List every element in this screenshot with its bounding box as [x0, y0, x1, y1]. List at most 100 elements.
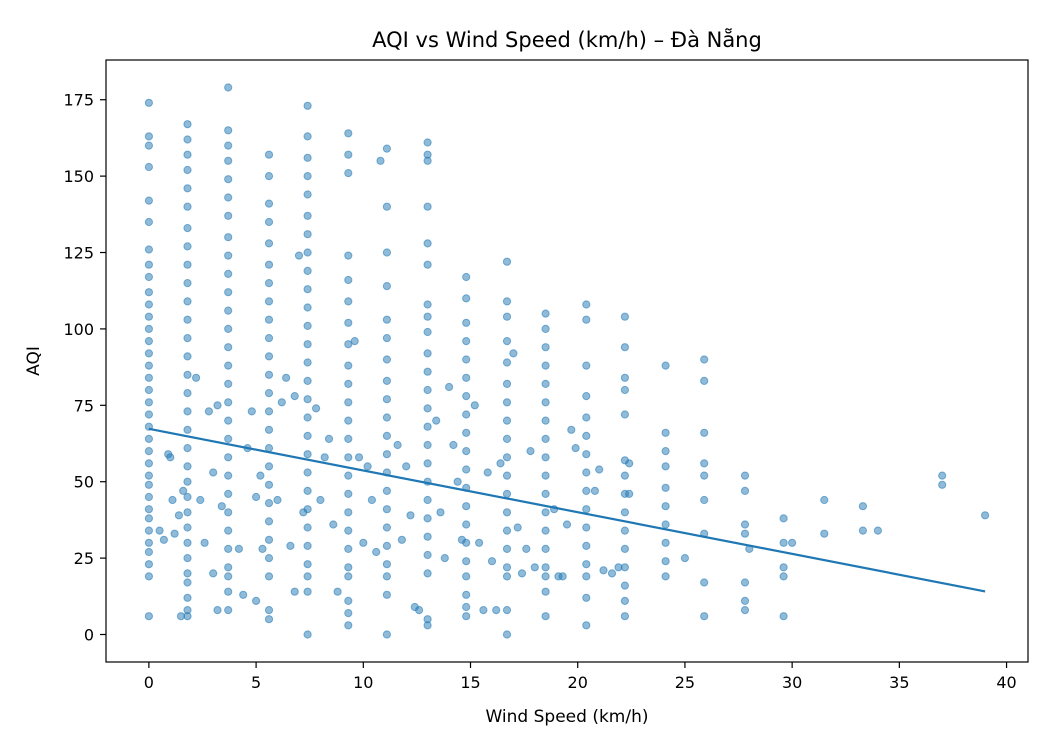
scatter-point	[273, 495, 282, 505]
scatter-point	[144, 459, 153, 468]
scatter-point	[571, 444, 580, 453]
scatter-point	[204, 407, 213, 416]
scatter-point	[530, 563, 539, 572]
scatter-point	[144, 547, 153, 557]
scatter-point	[224, 126, 233, 135]
scatter-point	[183, 569, 192, 578]
scatter-point	[344, 489, 353, 498]
scatter-point	[462, 572, 471, 581]
scatter-point	[213, 401, 222, 410]
scatter-point	[344, 150, 353, 159]
scatter-point	[344, 297, 353, 306]
scatter-point	[625, 489, 634, 498]
scatter-point	[938, 471, 947, 480]
scatter-point	[183, 554, 192, 563]
scatter-point	[858, 502, 868, 511]
scatter-point	[541, 324, 550, 333]
scatter-point	[303, 431, 312, 440]
scatter-point	[144, 410, 153, 419]
scatter-point	[144, 514, 153, 523]
scatter-point	[303, 153, 312, 162]
scatter-point	[359, 538, 368, 547]
scatter-point	[183, 297, 192, 306]
scatter-point	[303, 190, 312, 199]
scatter-point	[661, 428, 670, 437]
scatter-point	[144, 272, 153, 282]
scatter-point	[183, 260, 192, 269]
scatter-point	[423, 312, 432, 321]
scatter-point	[320, 453, 329, 462]
scatter-point	[324, 434, 334, 443]
scatter-point	[582, 300, 591, 309]
scatter-point	[183, 150, 192, 159]
scatter-point	[224, 343, 233, 352]
scatter-point	[423, 422, 432, 431]
scatter-point	[423, 260, 432, 269]
scatter-point	[541, 471, 550, 480]
scatter-point	[382, 315, 391, 324]
scatter-point	[582, 431, 591, 440]
scatter-point	[183, 492, 192, 502]
scatter-point	[382, 413, 391, 422]
scatter-point	[264, 606, 274, 615]
scatter-point	[344, 398, 353, 407]
scatter-point	[661, 502, 670, 511]
scatter-point	[183, 444, 192, 453]
scatter-point	[144, 162, 153, 172]
scatter-point	[462, 337, 471, 346]
scatter-point	[502, 257, 512, 266]
scatter-point	[183, 578, 192, 587]
scatter-point	[582, 560, 591, 569]
plot-frame	[105, 59, 1029, 663]
scatter-point	[582, 486, 591, 495]
y-axis-label: AQI	[24, 346, 44, 376]
scatter-point	[333, 587, 342, 596]
scatter-point	[541, 612, 550, 621]
scatter-point	[567, 425, 576, 434]
scatter-point	[183, 279, 192, 288]
scatter-point	[788, 538, 797, 547]
scatter-point	[582, 315, 591, 324]
scatter-point	[462, 602, 471, 612]
scatter-point	[582, 541, 591, 551]
scatter-point	[779, 572, 788, 581]
scatter-point	[382, 541, 391, 551]
scatter-point	[423, 621, 432, 630]
scatter-point	[264, 425, 274, 434]
x-tick-label: 30	[782, 673, 802, 692]
scatter-point	[700, 459, 709, 468]
y-tick-label: 0	[84, 625, 94, 644]
scatter-point	[661, 572, 670, 581]
scatter-point	[938, 480, 947, 489]
scatter-point	[582, 413, 591, 422]
scatter-point	[382, 572, 391, 581]
scatter-point	[303, 358, 312, 367]
y-tick-label: 75	[74, 396, 94, 415]
x-tick-label: 0	[144, 673, 154, 692]
scatter-point	[502, 544, 512, 554]
scatter-point	[502, 630, 512, 639]
scatter-point	[483, 468, 492, 477]
scatter-point	[303, 211, 312, 220]
scatter-point	[144, 471, 153, 480]
scatter-point	[423, 532, 432, 541]
scatter-point	[144, 612, 153, 621]
scatter-point	[423, 138, 432, 147]
scatter-point	[423, 202, 432, 211]
scatter-point	[144, 572, 153, 581]
scatter-point	[541, 379, 550, 388]
scatter-point	[144, 217, 153, 227]
scatter-point	[372, 547, 381, 557]
scatter-point	[303, 413, 312, 422]
y-tick-label: 125	[63, 244, 94, 263]
scatter-point	[779, 612, 788, 621]
scatter-point	[329, 520, 338, 529]
scatter-point	[303, 172, 312, 181]
scatter-point	[382, 486, 391, 495]
scatter-point	[541, 416, 550, 425]
scatter-point	[620, 385, 630, 395]
scatter-point	[234, 544, 243, 554]
y-tick-label: 25	[74, 549, 94, 568]
scatter-point	[196, 495, 205, 505]
